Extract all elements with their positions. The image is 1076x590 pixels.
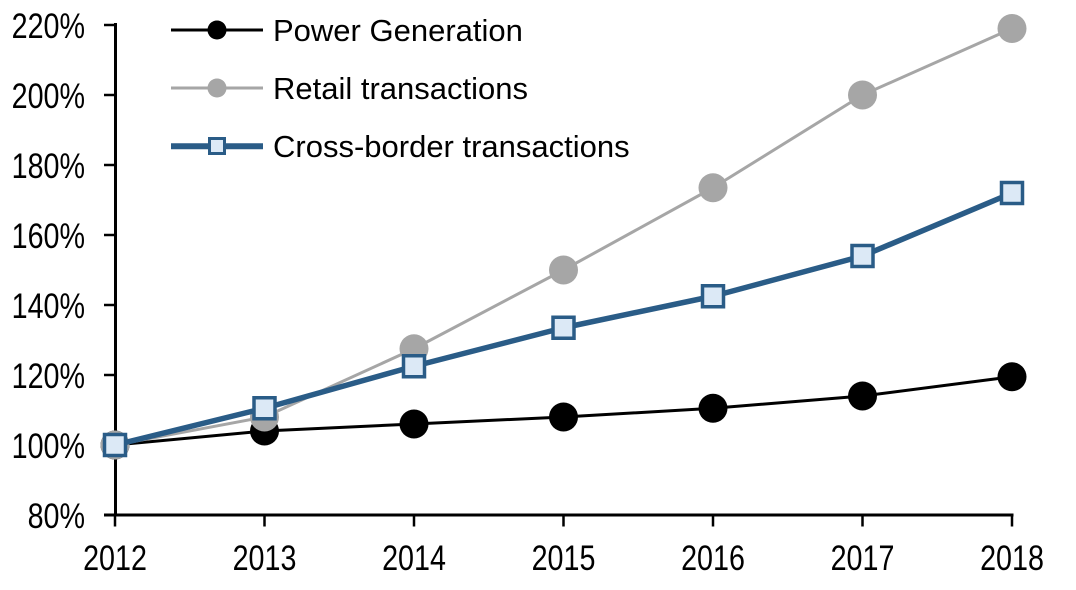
data-point-marker (698, 173, 728, 203)
data-point-marker (549, 402, 578, 432)
y-axis-label: 80% (28, 496, 85, 535)
x-axis-label: 2015 (532, 538, 596, 577)
x-axis-label: 2016 (681, 538, 745, 577)
x-axis-label: 2012 (83, 538, 147, 577)
x-axis-label: 2018 (980, 538, 1044, 577)
data-point-marker (549, 255, 578, 285)
y-axis-label: 200% (12, 76, 85, 115)
data-point-marker (997, 14, 1027, 43)
legend-sample-cross-border-transactions (171, 133, 263, 159)
legend-label: Power Generation (273, 12, 523, 48)
legend-sample-power-generation (171, 17, 263, 43)
y-axis-label: 180% (12, 146, 85, 185)
chart-legend: Power Generation Retail transactions Cro… (171, 1, 630, 175)
data-point-marker (252, 396, 277, 421)
legend-square-marker (208, 137, 226, 155)
legend-label: Cross-border transactions (273, 128, 630, 164)
data-point-marker (401, 354, 427, 379)
data-point-marker (102, 432, 128, 458)
data-point-marker (848, 381, 877, 411)
y-axis-label: 100% (12, 426, 85, 465)
legend-item-cross-border-transactions: Cross-border transactions (171, 117, 630, 175)
x-axis-label: 2014 (382, 538, 446, 577)
y-axis-label: 160% (12, 216, 85, 255)
data-point-marker (399, 409, 429, 439)
x-axis-label: 2013 (233, 538, 297, 577)
legend-item-power-generation: Power Generation (171, 1, 630, 59)
y-axis-label: 140% (12, 286, 85, 325)
legend-item-retail-transactions: Retail transactions (171, 59, 630, 117)
data-point-marker (997, 362, 1027, 392)
legend-circle-marker (207, 78, 227, 98)
y-axis-label: 220% (12, 6, 85, 45)
data-point-marker (848, 80, 877, 110)
data-point-marker (551, 315, 576, 340)
data-point-marker (850, 243, 875, 269)
data-point-marker (999, 180, 1025, 206)
data-point-marker (698, 393, 728, 423)
legend-label: Retail transactions (273, 70, 529, 106)
legend-circle-marker (207, 20, 227, 40)
x-axis-label: 2017 (831, 538, 895, 577)
data-point-marker (700, 284, 726, 309)
legend-sample-retail-transactions (171, 75, 263, 101)
y-axis-label: 120% (12, 356, 85, 395)
